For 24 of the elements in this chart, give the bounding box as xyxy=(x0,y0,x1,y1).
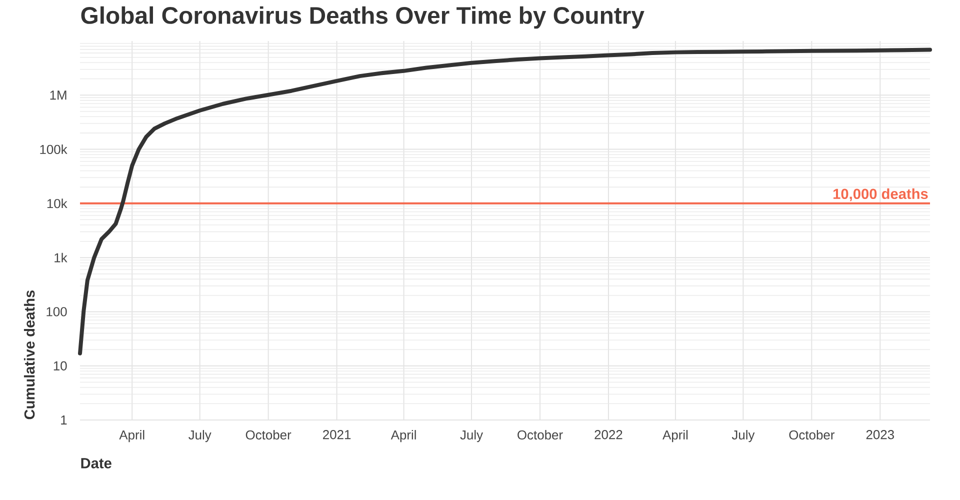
y-tick-label: 10k xyxy=(47,198,68,208)
x-tick-label: April xyxy=(390,430,416,442)
line-series xyxy=(78,48,932,356)
x-tick-label: July xyxy=(732,430,755,442)
y-tick-label: 1M xyxy=(50,90,66,100)
x-tick-label: October xyxy=(789,430,834,440)
x-tick-label: 2021 xyxy=(323,430,351,440)
y-tick-label: 100k xyxy=(40,144,68,154)
x-tick-label: October xyxy=(246,430,292,440)
ref-line-label: 10,000 deaths xyxy=(833,188,928,202)
x-tick-label: April xyxy=(662,430,688,442)
x-axis-title: Date xyxy=(81,458,112,468)
x-tick-label: 2023 xyxy=(866,430,894,440)
y-axis-title: Cumulative deaths xyxy=(24,290,35,420)
x-tick-label: October xyxy=(518,430,563,440)
y-tick-label: 1 xyxy=(61,416,67,424)
chart-title: Global Coronavirus Deaths Over Time by Country xyxy=(81,6,644,29)
x-tick-label: 2022 xyxy=(594,430,622,440)
y-tick-label: 1k xyxy=(54,252,68,262)
y-tick-label: 100 xyxy=(46,307,67,316)
x-tick-label: April xyxy=(119,430,144,442)
y-tick-label: 10 xyxy=(54,361,67,370)
x-tick-label: July xyxy=(460,430,484,442)
x-tick-label: July xyxy=(188,430,212,442)
